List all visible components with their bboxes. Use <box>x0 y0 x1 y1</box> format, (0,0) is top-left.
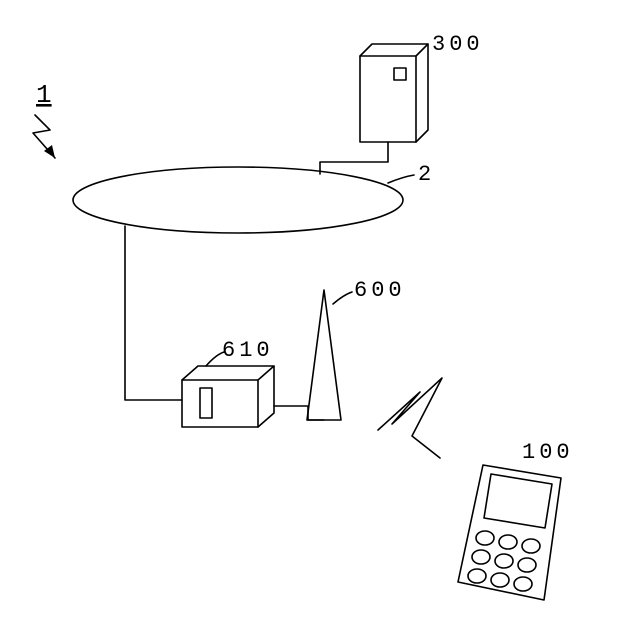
label-antenna: 600 <box>354 278 406 303</box>
figure-number: 1 <box>36 80 52 110</box>
phone-icon <box>458 465 561 600</box>
label-basestation: 610 <box>222 338 274 363</box>
label-server: 300 <box>432 32 484 57</box>
network-ellipse <box>73 167 403 233</box>
link-network-basestation <box>125 226 182 400</box>
wireless-zigzag-icon <box>378 378 442 458</box>
label-phone: 100 <box>522 440 574 465</box>
antenna-icon <box>307 290 341 420</box>
link-server-network <box>320 142 388 174</box>
leader-network <box>388 175 414 183</box>
basestation-box <box>182 366 274 427</box>
server-box <box>360 44 428 142</box>
label-network: 2 <box>418 162 435 187</box>
link-basestation-antenna <box>274 406 324 420</box>
leader-antenna <box>333 292 352 304</box>
